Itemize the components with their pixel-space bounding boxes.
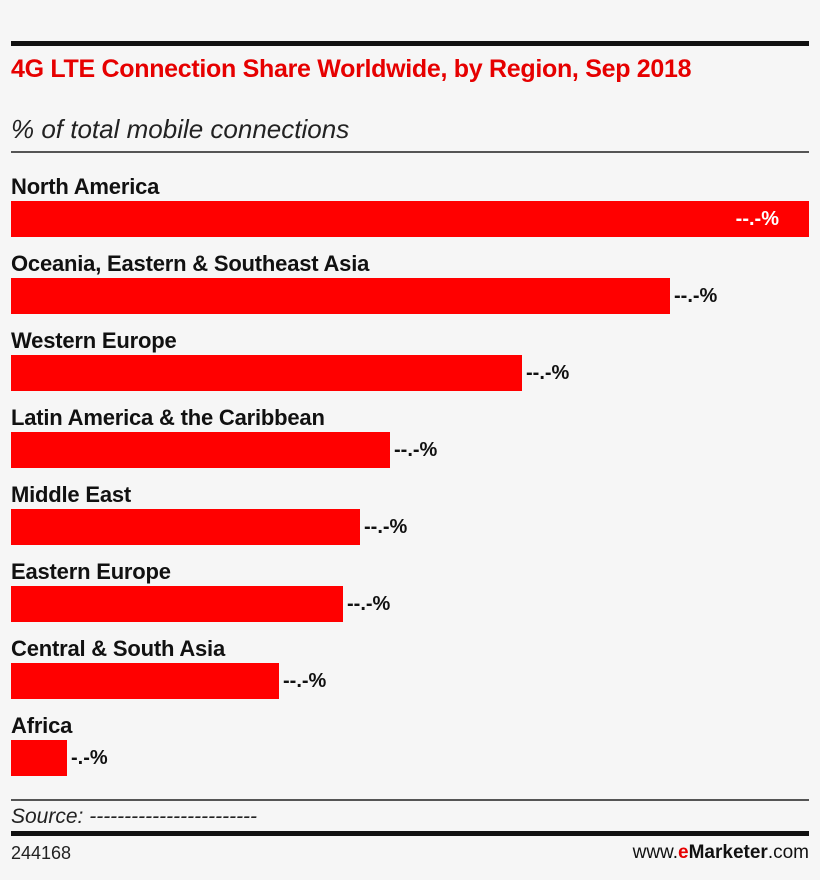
category-label: Western Europe <box>11 328 177 353</box>
chart-id: 244168 <box>11 843 72 863</box>
top-rule <box>11 41 809 46</box>
category-label: North America <box>11 174 160 199</box>
data-label: --.-% <box>364 516 408 538</box>
bar <box>11 278 670 314</box>
category-label: Africa <box>11 713 73 738</box>
bar <box>11 586 343 622</box>
emarketer-logo: www.eMarketer.com <box>632 842 809 863</box>
bar <box>11 509 360 545</box>
bar <box>11 201 809 237</box>
chart-title: 4G LTE Connection Share Worldwide, by Re… <box>11 55 692 83</box>
bar <box>11 663 279 699</box>
data-label: --.-% <box>526 362 570 384</box>
data-label: -.-% <box>71 747 108 769</box>
chart-subtitle: % of total mobile connections <box>11 114 350 144</box>
category-label: Central & South Asia <box>11 636 225 661</box>
data-label: --.-% <box>735 208 779 230</box>
category-label: Latin America & the Caribbean <box>11 405 325 430</box>
source-rule <box>11 799 809 801</box>
category-label: Oceania, Eastern & Southeast Asia <box>11 251 370 276</box>
data-label: --.-% <box>394 439 438 461</box>
category-label: Middle East <box>11 482 132 507</box>
data-label: --.-% <box>347 593 391 615</box>
bar <box>11 740 67 776</box>
category-label: Eastern Europe <box>11 559 171 584</box>
header-rule <box>11 151 809 153</box>
bar <box>11 355 522 391</box>
data-label: --.-% <box>283 670 327 692</box>
footer-rule <box>11 831 809 836</box>
bar <box>11 432 390 468</box>
data-label: --.-% <box>674 285 718 307</box>
source-note: Source: ------------------------ <box>11 805 258 828</box>
